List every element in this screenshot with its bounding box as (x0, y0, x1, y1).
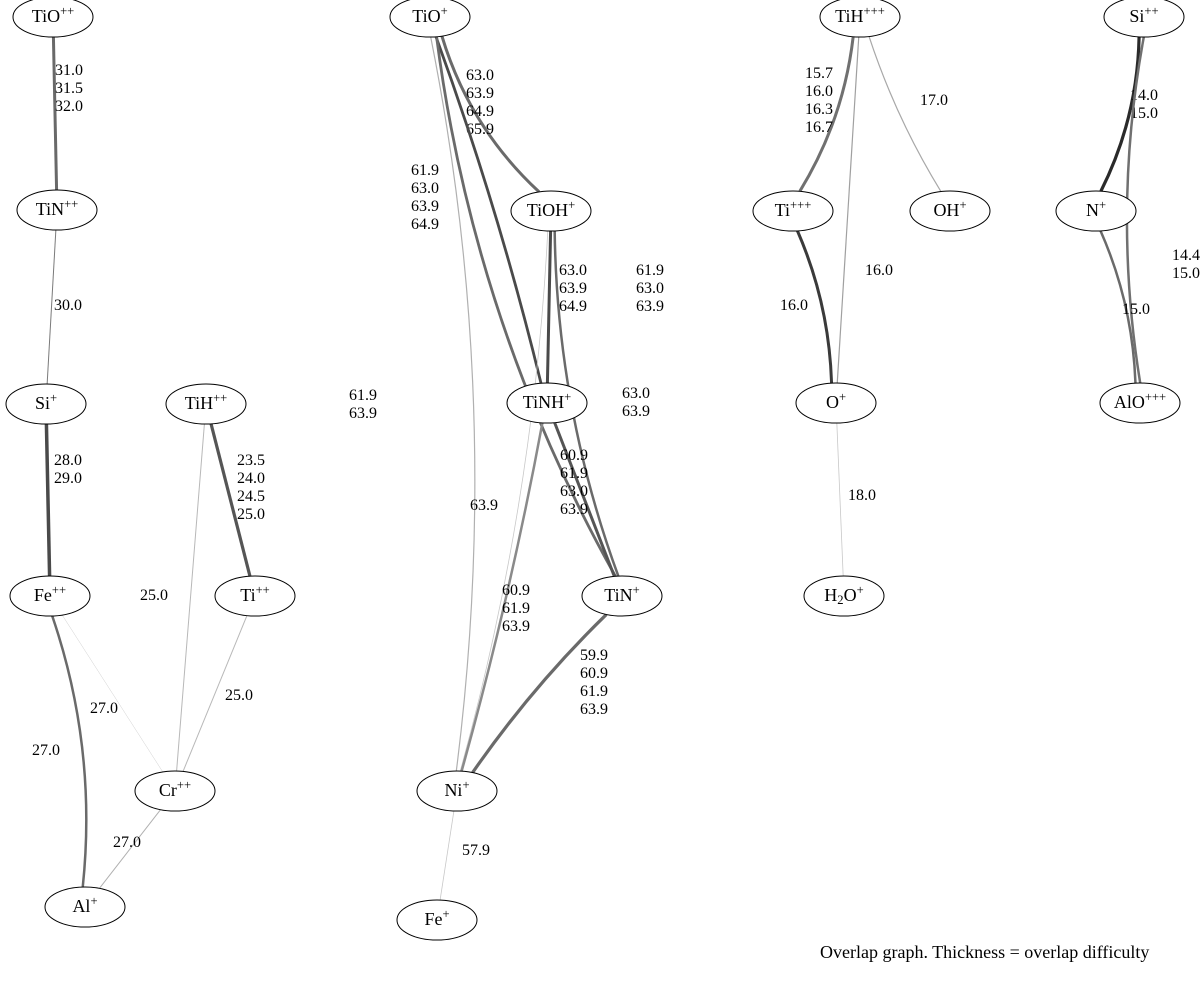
edge-label: 25.0 (225, 687, 253, 704)
node-label: TiNH+ (523, 390, 571, 412)
edge-label: 16.0 (865, 262, 893, 279)
edge-label: 27.0 (113, 834, 141, 851)
edge-label: 14.4 (1172, 247, 1200, 264)
edge-label: 61.9 (411, 162, 439, 179)
node-TiO1p: TiO+ (390, 0, 470, 37)
edge-label: 61.9 (349, 387, 377, 404)
edge-label: 63.9 (470, 497, 498, 514)
edge-label: 64.9 (466, 103, 494, 120)
edge-label: 63.0 (466, 67, 494, 84)
edge-label: 63.0 (622, 385, 650, 402)
edge (431, 37, 475, 771)
edge-label: 63.9 (559, 280, 587, 297)
edge-label: 15.0 (1122, 301, 1150, 318)
edge-label: 17.0 (920, 92, 948, 109)
node-Si1p: Si+ (6, 384, 86, 424)
node-TiN1p: TiN+ (582, 576, 662, 616)
node-Ni1p: Ni+ (417, 771, 497, 811)
node-Ti2p: Ti++ (215, 576, 295, 616)
edge-label: 28.0 (54, 452, 82, 469)
edge-label: 60.9 (560, 447, 588, 464)
node-Al1p: Al+ (45, 887, 125, 927)
edge-label: 61.9 (636, 262, 664, 279)
overlap-graph: 31.031.532.0 30.0 28.029.0 27.0 27.0 27.0 25.0… (0, 0, 1204, 981)
edge-label: 24.5 (237, 488, 265, 505)
edge-label: 63.9 (560, 501, 588, 518)
edge-label: 25.0 (140, 587, 168, 604)
node-AlO3p: AlO+++ (1100, 383, 1180, 423)
edge-label: 63.9 (622, 403, 650, 420)
edge-label: 63.0 (411, 180, 439, 197)
edge (62, 615, 163, 772)
edge-label: 59.9 (580, 647, 608, 664)
node-Cr2p: Cr++ (135, 771, 215, 811)
node-TiH2p: TiH++ (166, 384, 246, 424)
edge-label: 60.9 (580, 665, 608, 682)
edge (440, 811, 454, 900)
edge-label: 29.0 (54, 470, 82, 487)
edge (837, 423, 843, 576)
edge-label: 63.9 (411, 198, 439, 215)
edge (869, 36, 941, 191)
edge-label: 60.9 (502, 582, 530, 599)
edge-label: 18.0 (848, 487, 876, 504)
edge-label: 64.9 (411, 216, 439, 233)
edge-label: 61.9 (580, 683, 608, 700)
edge-label: 63.9 (580, 701, 608, 718)
edge-label: 31.0 (55, 62, 83, 79)
edge-label: 63.0 (560, 483, 588, 500)
edge (547, 231, 550, 383)
edge-label: 27.0 (90, 700, 118, 717)
edge-label: 64.9 (559, 298, 587, 315)
edge-label: 57.9 (462, 842, 490, 859)
edge-label: 63.9 (636, 298, 664, 315)
node-N1p: N+ (1056, 191, 1136, 231)
node-TiOH1p: TiOH+ (511, 191, 591, 231)
edge-label: 16.3 (805, 101, 833, 118)
edge-label: 25.0 (237, 506, 265, 523)
edge-label: 16.7 (805, 119, 833, 136)
node-label: TiOH+ (527, 198, 575, 220)
edge (46, 424, 49, 576)
edge-label: 63.0 (636, 280, 664, 297)
edge (177, 424, 205, 771)
edge-label: 61.9 (560, 465, 588, 482)
edge-label: 63.9 (349, 405, 377, 422)
edge-label: 63.9 (466, 85, 494, 102)
node-O1p: O+ (796, 383, 876, 423)
node-Fe2p: Fe++ (10, 576, 90, 616)
edge-label: 63.0 (559, 262, 587, 279)
edge-label: 27.0 (32, 742, 60, 759)
node-TiH3p: TiH+++ (820, 0, 900, 37)
edge-label: 16.0 (805, 83, 833, 100)
caption: Overlap graph. Thickness = overlap diffi… (820, 942, 1149, 962)
node-TiNH1p: TiNH+ (507, 383, 587, 423)
edge-label: 16.0 (780, 297, 808, 314)
edge-label: 15.7 (805, 65, 833, 82)
edge-label: 15.0 (1172, 265, 1200, 282)
edge-label: 23.5 (237, 452, 265, 469)
node-OH1p: OH+ (910, 191, 990, 231)
node-Fe1p: Fe+ (397, 900, 477, 940)
edge-label: 32.0 (55, 98, 83, 115)
edge-label: 31.5 (55, 80, 83, 97)
edge (837, 37, 859, 383)
edge-label: 24.0 (237, 470, 265, 487)
edge-label: 63.9 (502, 618, 530, 635)
node-Ti3p: Ti+++ (753, 191, 833, 231)
node-TiO2p: TiO++ (13, 0, 93, 37)
node-H2O1p: H2O+ (804, 576, 884, 616)
edge-label: 61.9 (502, 600, 530, 617)
edge-label: 30.0 (54, 297, 82, 314)
node-TiN2p: TiN++ (17, 190, 97, 230)
node-Si2p: Si++ (1104, 0, 1184, 37)
